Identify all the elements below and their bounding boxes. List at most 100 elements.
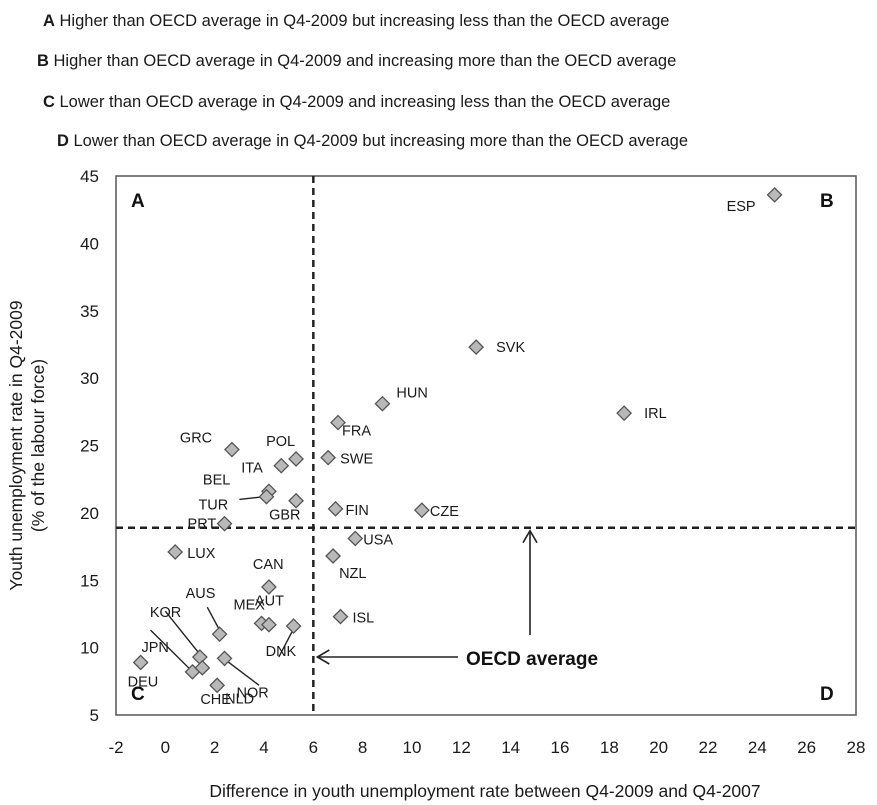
data-point-kor: KOR — [150, 605, 208, 665]
point-label: FIN — [346, 503, 369, 519]
x-tick-label: -2 — [108, 738, 123, 757]
diamond-marker — [194, 659, 211, 676]
diamond-marker — [261, 616, 277, 633]
y-axis-title-line1: Youth unemployment rate in Q4-2009 — [6, 300, 26, 590]
data-point-deu: DEU — [128, 654, 159, 690]
point-label: NZL — [339, 566, 366, 582]
data-point-dnk: DNK — [266, 618, 302, 660]
diamond-marker — [285, 618, 302, 634]
leader-line — [164, 610, 201, 655]
data-point-cze: CZE — [413, 502, 459, 520]
diamond-marker — [273, 457, 290, 474]
point-label: GBR — [269, 508, 300, 524]
diamond-marker — [616, 405, 633, 422]
diamond-marker — [167, 544, 184, 560]
diamond-marker — [191, 649, 208, 665]
y-tick-label: 10 — [80, 639, 99, 658]
point-label: MEX — [234, 597, 266, 613]
data-point-hun: HUN — [374, 386, 428, 412]
x-tick-label: 10 — [403, 738, 422, 757]
data-point-esp: ESP — [727, 186, 783, 215]
data-point-nld: NLD — [209, 677, 254, 707]
point-label: USA — [363, 532, 393, 548]
x-tick-label: 14 — [501, 738, 520, 757]
x-tick-label: 24 — [748, 738, 767, 757]
y-tick-label: 15 — [80, 571, 99, 590]
data-point-svk: SVK — [468, 339, 525, 356]
y-tick-label: 25 — [80, 437, 99, 456]
point-label: PRT — [188, 517, 217, 533]
point-label: GRC — [180, 431, 212, 447]
point-label: NOR — [237, 685, 269, 701]
point-label: NLD — [225, 691, 254, 707]
point-label: FRA — [342, 424, 371, 440]
y-tick-label: 20 — [80, 504, 99, 523]
diamond-marker — [766, 186, 783, 203]
data-point-gbr: GBR — [269, 492, 304, 524]
data-point-fra: FRA — [330, 414, 371, 440]
diamond-marker — [288, 451, 304, 467]
quadrant-label-b: B — [820, 191, 834, 212]
point-label: AUS — [186, 586, 216, 602]
diamond-marker — [327, 500, 344, 517]
data-point-swe: SWE — [320, 449, 373, 468]
data-point-usa: USA — [347, 530, 393, 548]
data-point-jpn: JPN — [141, 629, 201, 680]
diamond-marker — [209, 677, 226, 694]
data-point-irl: IRL — [616, 405, 667, 422]
y-tick-label: 40 — [80, 234, 99, 253]
oecd-average-lines — [116, 176, 856, 715]
diamond-marker — [288, 492, 304, 509]
diamond-marker — [374, 395, 391, 412]
legend-item-a: A Higher than OECD average in Q4-2009 bu… — [43, 12, 670, 30]
quadrant-label-d: D — [820, 684, 834, 705]
diamond-marker — [211, 626, 228, 643]
x-tick-label: 2 — [210, 738, 219, 757]
diamond-marker — [413, 502, 430, 519]
point-label: SWE — [340, 452, 373, 468]
plot-frame — [115, 175, 857, 716]
diamond-marker — [258, 488, 275, 505]
point-label: JPN — [141, 640, 168, 656]
diamond-marker — [261, 579, 277, 595]
diamond-marker — [468, 339, 485, 356]
diamond-marker — [330, 414, 346, 431]
x-tick-label: 26 — [797, 738, 816, 757]
point-label: CAN — [253, 557, 284, 573]
point-label: IRL — [644, 406, 667, 422]
diamond-marker — [132, 654, 149, 671]
diamond-marker — [347, 530, 364, 547]
data-point-pol: POL — [266, 434, 304, 467]
x-tick-label: 12 — [452, 738, 471, 757]
x-tick-label: 18 — [600, 738, 619, 757]
point-label: HUN — [396, 386, 427, 402]
x-tick-label: 8 — [358, 738, 367, 757]
x-tick-label: 4 — [259, 738, 268, 757]
x-tick-label: 22 — [699, 738, 718, 757]
data-point-lux: LUX — [167, 544, 216, 562]
diamond-marker — [332, 608, 349, 625]
y-tick-label: 30 — [80, 369, 99, 388]
diamond-marker — [216, 515, 233, 532]
x-tick-label: 6 — [309, 738, 318, 757]
point-label: POL — [266, 434, 295, 450]
point-label: ITA — [241, 461, 263, 477]
point-label: ESP — [727, 199, 756, 215]
point-label: LUX — [187, 546, 216, 562]
y-tick-label: 45 — [80, 167, 99, 186]
data-point-isl: ISL — [332, 608, 374, 627]
leader-line — [278, 628, 295, 658]
quadrant-label-a: A — [131, 191, 145, 212]
point-label: CZE — [430, 504, 459, 520]
point-label: KOR — [150, 605, 181, 621]
point-label: DEU — [128, 674, 159, 690]
leader-line — [206, 606, 221, 631]
point-label: ISL — [352, 611, 374, 627]
oecd-average-label: OECD average — [466, 649, 598, 670]
quadrant-label-c: C — [131, 684, 145, 705]
x-tick-label: 16 — [551, 738, 570, 757]
leader-line — [226, 660, 260, 686]
x-tick-label: 28 — [847, 738, 866, 757]
